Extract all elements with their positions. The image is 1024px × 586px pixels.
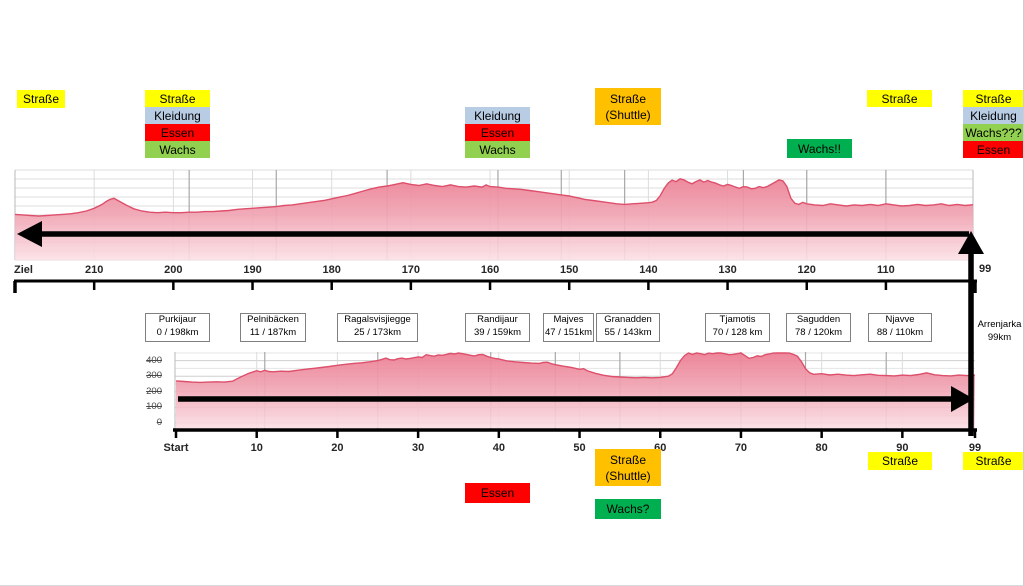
marker-strasse-arrenjarka: Straße	[963, 90, 1023, 107]
route-arrows	[17, 221, 984, 436]
x-tick-label-ziel: Ziel	[14, 264, 33, 276]
elevation-line-outbound	[175, 352, 976, 384]
marker-wachs-arrenjarka: Wachs???	[963, 124, 1023, 141]
station-km: 25 / 173km	[354, 326, 401, 338]
station-km: 88 / 110km	[876, 326, 924, 338]
y-tick-label: 200	[146, 385, 162, 397]
x-tick-label: 110	[877, 264, 895, 276]
station-name: Granadden	[604, 314, 652, 325]
marker-strasse-purkijaur: Straße	[145, 90, 210, 107]
x-tick-label: 200	[164, 264, 182, 276]
terminus-label: Arrenjarka 99km	[976, 318, 1023, 344]
station-box-6: Granadden 55 / 143km	[596, 313, 660, 342]
marker-strasse-shuttle-bottom: Straße (Shuttle)	[595, 449, 661, 486]
station-km: 39 / 159km	[474, 326, 521, 338]
station-box-7: Tjamotis 70 / 128 km	[705, 313, 770, 342]
station-km: 11 / 187km	[249, 326, 297, 338]
x-tick-label: 90	[896, 442, 908, 454]
station-name: Randijaur	[477, 314, 518, 325]
marker-essen-purkijaur: Essen	[145, 124, 210, 141]
terminus-km: 99km	[987, 332, 1012, 343]
station-box-1: Purkijaur 0 / 198km	[145, 313, 210, 342]
marker-strasse-ziel: Straße	[17, 90, 65, 108]
y-tick-label: 400	[146, 354, 162, 366]
x-tick-label: 10	[251, 442, 263, 454]
station-km: 55 / 143km	[604, 326, 652, 338]
right-arrowhead	[951, 386, 974, 412]
station-box-8: Sagudden 78 / 120km	[786, 313, 851, 342]
x-tick-label: 140	[639, 264, 657, 276]
station-name: Ragalsvisjiegge	[344, 314, 411, 325]
bottom-x-axis: Start 10 20 30 40 50 60 70 80 90 99	[163, 428, 981, 454]
marker-essen-arrenjarka: Essen	[963, 141, 1023, 158]
x-tick-label: 130	[718, 264, 736, 276]
x-tick-label-start: Start	[163, 442, 188, 454]
station-km: 47 / 151km	[545, 326, 592, 338]
bottom-chart	[174, 352, 976, 430]
station-name: Majves	[553, 314, 584, 325]
x-tick-label: 150	[560, 264, 578, 276]
marker-essen-randijaur: Essen	[465, 124, 530, 141]
x-tick-label: 170	[402, 264, 420, 276]
marker-wachs-granadden-out: Wachs?	[595, 499, 661, 519]
y-tick-label: 300	[146, 370, 162, 382]
x-tick-label-99: 99	[969, 442, 981, 454]
x-tick-label: 190	[243, 264, 261, 276]
station-box-2: Pelnibäcken 11 / 187km	[240, 313, 306, 342]
station-box-3: Ragalsvisjiegge 25 / 173km	[337, 313, 418, 342]
x-tick-label: 70	[735, 442, 747, 454]
marker-wachs-purkijaur: Wachs	[145, 141, 210, 158]
x-tick-label-99: 99	[979, 263, 991, 275]
x-tick-label: 30	[412, 442, 424, 454]
x-tick-label: 210	[85, 264, 103, 276]
up-arrowhead	[958, 231, 984, 254]
x-tick-label: 20	[331, 442, 343, 454]
terminus-name: Arrenjarka	[977, 319, 1022, 330]
marker-strasse-90-out: Straße	[868, 452, 932, 470]
elevation-area-outbound	[176, 353, 975, 428]
station-name: Purkijaur	[158, 314, 197, 325]
marker-kleidung-purkijaur: Kleidung	[145, 107, 210, 124]
y-tick-label: 100	[146, 401, 162, 413]
top-chart	[14, 169, 974, 261]
marker-strasse-shuttle-top: Straße (Shuttle)	[595, 88, 661, 125]
marker-kleidung-arrenjarka: Kleidung	[963, 107, 1023, 124]
marker-strasse-njavve-top: Straße	[867, 90, 932, 107]
x-tick-label: 80	[816, 442, 828, 454]
x-tick-label: 120	[798, 264, 816, 276]
top-distance-ruler: Ziel 210 200 190 180 170 160 150 140 130 120 110 99	[13, 263, 991, 293]
marker-strasse-99-out: Straße	[963, 452, 1023, 470]
elevation-line-return	[14, 178, 974, 217]
station-km: 78 / 120km	[795, 326, 842, 338]
x-tick-label: 160	[481, 264, 499, 276]
station-name: Sagudden	[796, 314, 841, 325]
marker-wachs-sagudden-top: Wachs!!	[787, 139, 852, 158]
marker-essen-randijaur-out: Essen	[465, 483, 530, 503]
station-name: Tjamotis	[719, 314, 756, 325]
station-name: Njavve	[885, 314, 915, 325]
station-km: 0 / 198km	[156, 326, 199, 338]
elevation-area-return	[15, 178, 973, 260]
x-tick-label: 50	[573, 442, 585, 454]
station-box-4: Randijaur 39 / 159km	[465, 313, 530, 342]
x-tick-label: 40	[493, 442, 505, 454]
left-arrowhead	[17, 221, 42, 247]
station-name: Pelnibäcken	[247, 314, 299, 325]
marker-wachs-randijaur: Wachs	[465, 141, 530, 158]
station-box-9: Njavve 88 / 110km	[868, 313, 932, 342]
station-km: 70 / 128 km	[712, 326, 763, 338]
station-box-5: Majves 47 / 151km	[543, 313, 594, 342]
marker-kleidung-randijaur: Kleidung	[465, 107, 530, 124]
y-tick-label: 0	[156, 417, 162, 428]
x-tick-label: 180	[323, 264, 341, 276]
